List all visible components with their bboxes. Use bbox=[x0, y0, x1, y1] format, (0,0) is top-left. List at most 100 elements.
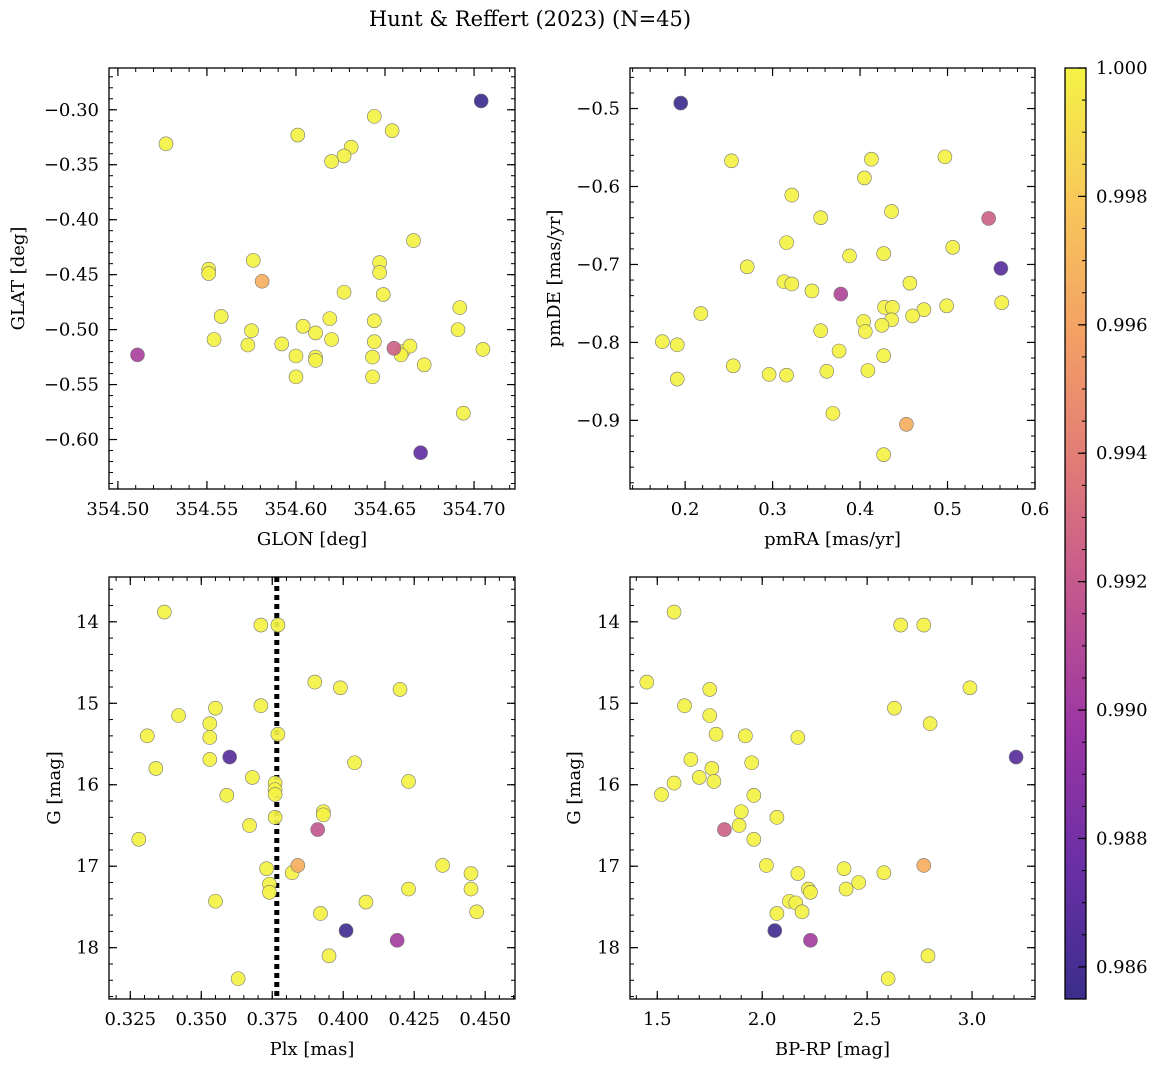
x-tick-label: 354.70 bbox=[443, 499, 506, 520]
data-point bbox=[813, 323, 828, 339]
panel-pm: 0.2 0.3 0.4 0.5 0.6 −0.5 −0.6 −0.7 −0.8 −0.9 pmRA … bbox=[544, 67, 1050, 550]
y-tick-label: −0.6 bbox=[576, 177, 620, 198]
data-points bbox=[130, 93, 491, 461]
y-tick-label: 15 bbox=[76, 693, 99, 714]
data-point bbox=[321, 948, 337, 964]
y-tick-label: 14 bbox=[597, 612, 620, 633]
data-point bbox=[202, 716, 218, 731]
data-point bbox=[313, 906, 328, 921]
data-point bbox=[375, 287, 391, 302]
data-point bbox=[746, 832, 762, 847]
x-tick-label: 0.400 bbox=[317, 1009, 369, 1030]
colorbar-tick-label: 0.994 bbox=[1096, 443, 1148, 464]
x-tick-label: 0.450 bbox=[459, 1009, 511, 1030]
data-point bbox=[945, 240, 961, 255]
y-tick-label: −0.50 bbox=[44, 320, 99, 341]
data-point bbox=[1008, 749, 1024, 765]
data-point bbox=[140, 728, 155, 744]
x-axis-label: GLON [deg] bbox=[257, 529, 367, 550]
data-point bbox=[819, 363, 835, 379]
x-tick-label: 0.3 bbox=[758, 499, 787, 520]
panel-plx: 0.325 0.350 0.375 0.400 0.425 0.450 14 15 16 17 18… bbox=[44, 576, 516, 1060]
data-point bbox=[324, 154, 339, 169]
data-point bbox=[473, 93, 489, 109]
data-point bbox=[916, 858, 932, 873]
figure-title: Hunt & Reffert (2023) (N=45) bbox=[369, 7, 691, 31]
data-point bbox=[761, 367, 777, 382]
colorbar-tick-label: 1.000 bbox=[1096, 58, 1148, 79]
x-tick-label: 0.375 bbox=[246, 1009, 298, 1030]
data-point bbox=[267, 787, 283, 802]
x-tick-label: 354.60 bbox=[264, 499, 327, 520]
data-point bbox=[270, 726, 286, 742]
data-point bbox=[222, 749, 237, 765]
data-point bbox=[413, 445, 428, 461]
data-point bbox=[416, 357, 432, 373]
data-point bbox=[708, 726, 724, 742]
data-points bbox=[655, 95, 1010, 462]
data-point bbox=[874, 317, 890, 333]
data-point bbox=[693, 306, 709, 321]
data-points bbox=[131, 604, 484, 986]
data-point bbox=[333, 680, 348, 696]
data-point bbox=[717, 822, 732, 837]
data-point bbox=[262, 884, 277, 900]
y-axis-label: G [mag] bbox=[44, 751, 65, 824]
data-point bbox=[962, 680, 978, 696]
data-point bbox=[290, 858, 306, 873]
data-point bbox=[654, 787, 669, 802]
data-point bbox=[899, 416, 914, 432]
x-tick-label: 2.0 bbox=[748, 1009, 777, 1030]
data-point bbox=[463, 881, 479, 897]
data-point bbox=[920, 948, 936, 964]
data-point bbox=[230, 971, 246, 986]
data-point bbox=[307, 674, 323, 690]
data-point bbox=[858, 324, 873, 339]
data-point bbox=[201, 266, 217, 281]
data-point bbox=[206, 332, 222, 347]
data-point bbox=[267, 810, 283, 825]
y-tick-label: −0.60 bbox=[44, 430, 99, 451]
x-tick-label: 0.6 bbox=[1021, 499, 1050, 520]
data-point bbox=[779, 235, 794, 250]
data-point bbox=[683, 752, 699, 767]
data-point bbox=[401, 881, 416, 897]
data-point bbox=[456, 405, 471, 421]
data-point bbox=[702, 682, 718, 697]
data-point bbox=[673, 95, 689, 111]
data-point bbox=[887, 700, 902, 716]
colorbar-gradient bbox=[1064, 67, 1087, 1000]
data-point bbox=[308, 353, 323, 368]
x-tick-label: 354.65 bbox=[354, 499, 417, 520]
data-point bbox=[384, 123, 400, 138]
data-point bbox=[669, 337, 685, 353]
x-tick-label: 0.325 bbox=[105, 1009, 157, 1030]
data-point bbox=[666, 604, 682, 620]
y-tick-label: −0.9 bbox=[576, 410, 620, 431]
data-point bbox=[213, 309, 229, 324]
y-axis-label: G [mag] bbox=[564, 751, 585, 824]
y-tick-label: 16 bbox=[76, 775, 99, 796]
x-tick-label: 354.55 bbox=[175, 499, 238, 520]
data-point bbox=[857, 170, 872, 186]
data-point bbox=[655, 334, 670, 349]
y-tick-label: −0.8 bbox=[576, 332, 620, 353]
data-point bbox=[724, 153, 739, 169]
data-point bbox=[242, 818, 257, 833]
data-point bbox=[240, 337, 256, 353]
data-point bbox=[401, 774, 416, 789]
data-point bbox=[838, 881, 854, 897]
x-tick-label: 3.0 bbox=[958, 1009, 987, 1030]
data-point bbox=[402, 338, 418, 354]
data-point bbox=[733, 804, 749, 819]
data-point bbox=[860, 363, 876, 378]
data-point bbox=[253, 617, 269, 633]
data-point bbox=[392, 682, 408, 697]
colorbar-tick-label: 0.990 bbox=[1096, 700, 1148, 721]
y-tick-label: 15 bbox=[597, 693, 620, 714]
y-tick-label: 18 bbox=[76, 938, 99, 959]
data-point bbox=[893, 617, 908, 633]
data-point bbox=[885, 300, 900, 315]
y-axis-label: pmDE [mas/yr] bbox=[544, 210, 565, 348]
data-point bbox=[677, 698, 692, 714]
